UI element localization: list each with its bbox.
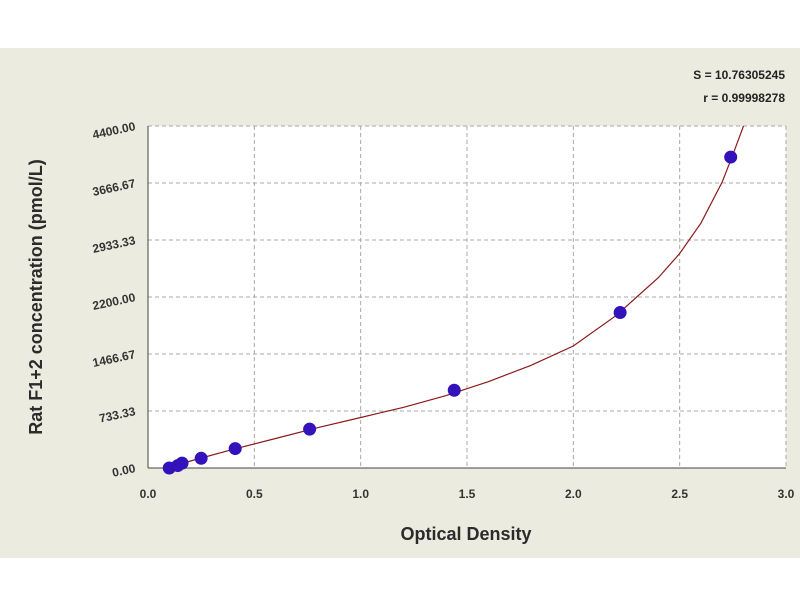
data-point [613, 306, 627, 320]
data-point [447, 383, 461, 397]
x-tick-label: 3.0 [778, 487, 795, 501]
x-tick-label: 1.5 [459, 487, 476, 501]
x-tick-label: 0.0 [140, 487, 157, 501]
data-point [175, 456, 189, 470]
stat-r-value: r = 0.99998278 [703, 91, 785, 105]
y-axis-title: Rat F1+2 concentration (pmol/L) [26, 159, 46, 435]
y-tick-label: 0.00 [111, 461, 137, 480]
stat-s-value: S = 10.76305245 [693, 68, 785, 82]
data-point [303, 422, 317, 436]
data-point [228, 442, 242, 456]
fit-curve-line [164, 125, 745, 469]
x-tick-label: 2.0 [565, 487, 582, 501]
data-points [162, 150, 738, 475]
data-point [194, 451, 208, 465]
x-tick-label: 1.0 [352, 487, 369, 501]
x-tick-label: 0.5 [246, 487, 263, 501]
x-tick-label: 2.5 [671, 487, 688, 501]
data-point [724, 150, 738, 164]
x-tick-labels: 0.0 0.5 1.0 1.5 2.0 2.5 3.0 [140, 487, 795, 501]
x-axis-title: Optical Density [400, 524, 531, 544]
grid-lines [148, 125, 787, 468]
